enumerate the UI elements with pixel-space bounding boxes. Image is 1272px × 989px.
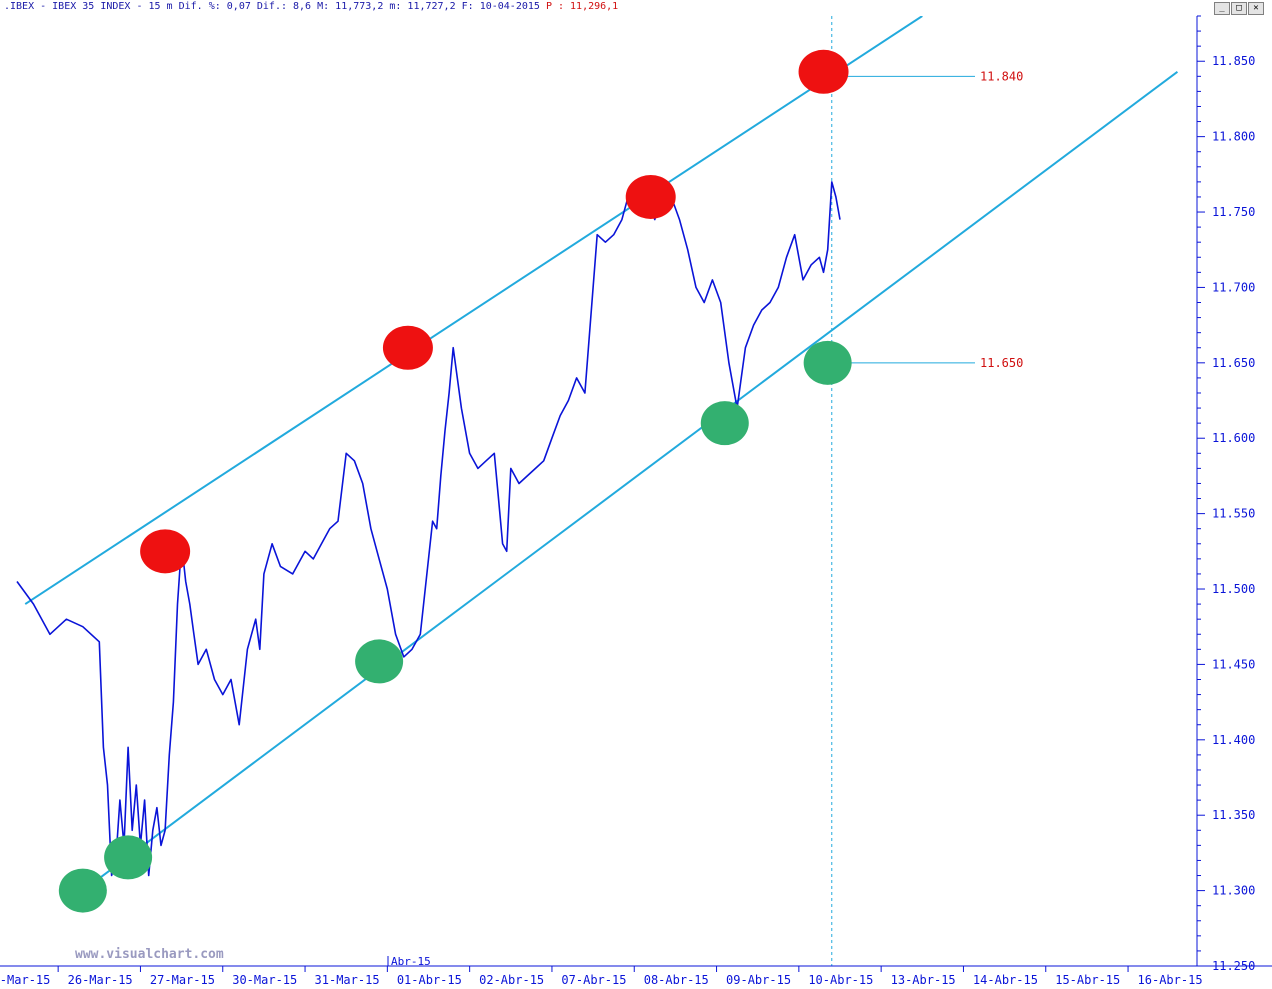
y-tick-label: 11.800 [1212,130,1255,144]
resistance-touch-mark [382,325,433,370]
x-tick-label: 26-Mar-15 [68,973,133,987]
x-tick-label: 27-Mar-15 [150,973,215,987]
y-tick-label: 11.450 [1212,657,1255,671]
x-tick-label: 15-Abr-15 [1055,973,1120,987]
maximize-icon[interactable]: □ [1231,2,1247,15]
x-tick-label: 10-Abr-15 [808,973,873,987]
axes: 11.25011.30011.35011.40011.45011.50011.5… [0,15,1272,987]
y-tick-label: 11.550 [1212,507,1255,521]
x-tick-label: 01-Abr-15 [397,973,462,987]
support-touch-mark [58,868,107,913]
watermark: www.visualchart.com [75,947,224,962]
y-tick-label: 11.500 [1212,582,1255,596]
support-touch-mark [700,401,749,446]
y-tick-label: 11.700 [1212,280,1255,294]
y-tick-label: 11.850 [1212,54,1255,68]
channel-lower-line [82,70,1179,892]
x-tick-label: 07-Abr-15 [561,973,626,987]
support-touch-mark [355,639,404,684]
x-tick-label: 25-Mar-15 [0,973,50,987]
chart-header: .IBEX - IBEX 35 INDEX - 15 m Dif. %: 0,0… [4,1,618,12]
level-label-11.840: 11.840 [980,69,1023,83]
y-tick-label: 11.750 [1212,205,1255,219]
plot-clipped: 11.840 11.650 [16,16,1179,966]
close-icon[interactable]: ✕ [1248,2,1264,15]
x-tick-label: 14-Abr-15 [973,973,1038,987]
x-tick-label: 08-Abr-15 [644,973,709,987]
x-tick-label: 13-Abr-15 [891,973,956,987]
header-date: F: 10-04-2015 [461,1,540,12]
minimize-icon[interactable]: _ [1214,2,1230,15]
window-controls: _ □ ✕ [1214,2,1264,15]
y-tick-label: 11.300 [1212,884,1255,898]
x-tick-label: 31-Mar-15 [315,973,380,987]
y-tick-label: 11.600 [1212,431,1255,445]
y-tick-label: 11.350 [1212,808,1255,822]
resistance-touch-mark [798,49,849,94]
month-marker: Abr-15 [391,955,431,968]
y-tick-label: 11.400 [1212,733,1255,747]
header-symbol: .IBEX - IBEX 35 INDEX - 15 m [4,1,173,12]
resistance-touch-mark [140,529,191,574]
x-tick-label: 30-Mar-15 [232,973,297,987]
channel-upper-line [24,16,923,605]
header-min: m: 11,727,2 [389,1,456,12]
price-series-line [16,181,841,877]
header-price: P : 11,296,1 [545,1,619,12]
x-tick-label: 16-Abr-15 [1138,973,1203,987]
plot-area: 11.840 11.650 [16,16,1179,966]
y-tick-label: 11.650 [1212,356,1255,370]
support-touch-mark [104,835,153,880]
x-tick-label: 09-Abr-15 [726,973,791,987]
header-dif: Dif.: 8,6 [256,1,312,12]
resistance-touch-mark [625,174,676,219]
level-label-11.650: 11.650 [980,356,1023,370]
support-touch-mark [803,340,852,385]
header-dif-pct: Dif. %: 0,07 [178,1,251,12]
header-max: M: 11,773,2 [317,1,384,12]
x-tick-label: 02-Abr-15 [479,973,544,987]
